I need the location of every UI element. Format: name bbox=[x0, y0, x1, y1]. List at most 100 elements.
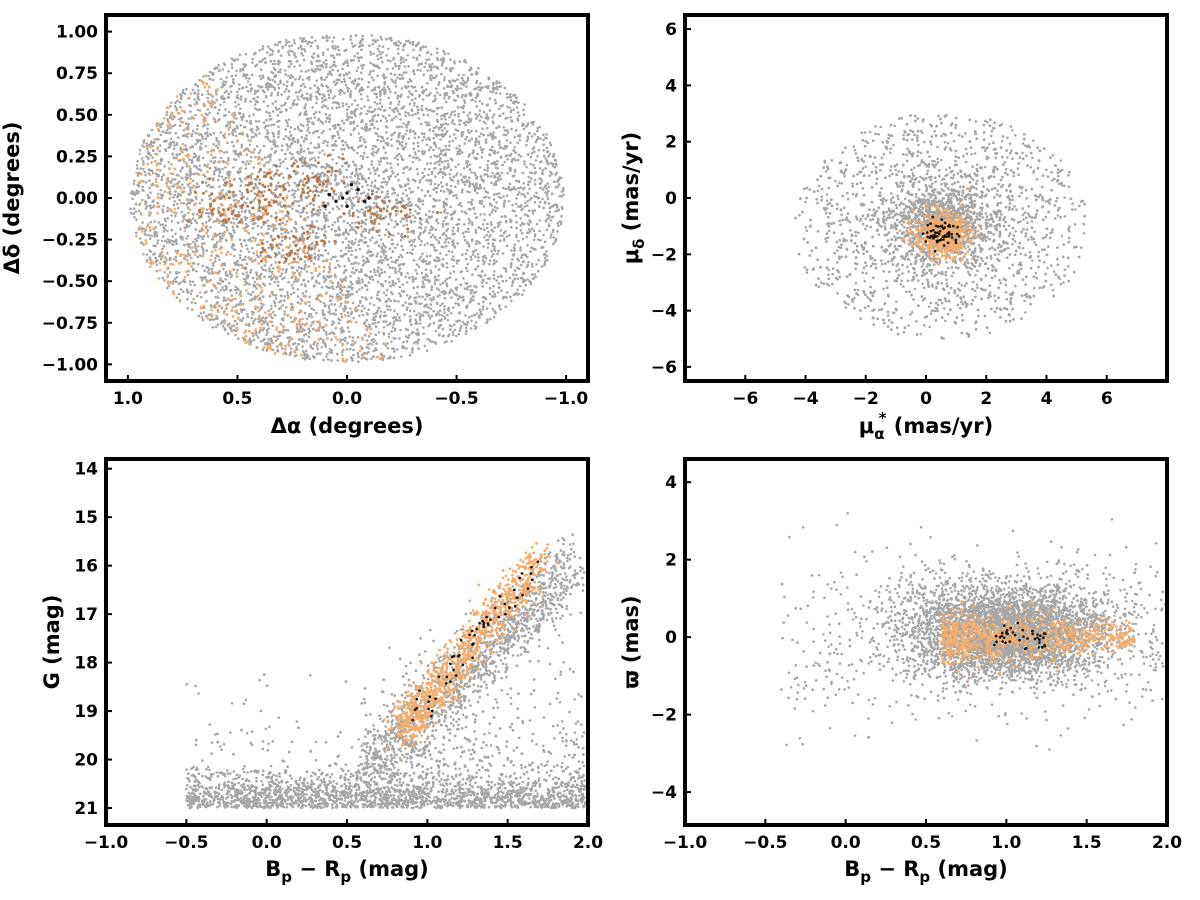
field-star-point bbox=[434, 133, 437, 136]
field-star-point bbox=[414, 209, 417, 213]
field-star-point bbox=[312, 203, 316, 207]
field-star-point bbox=[450, 296, 453, 299]
field-star-point bbox=[155, 269, 159, 273]
field-star-point bbox=[320, 165, 323, 169]
field-star-point bbox=[451, 139, 455, 143]
field-star-point bbox=[144, 181, 148, 184]
field-star-point bbox=[436, 58, 439, 62]
field-star-point bbox=[407, 137, 411, 140]
field-star-point bbox=[394, 246, 397, 250]
field-star-point bbox=[446, 313, 449, 317]
field-star-point bbox=[276, 120, 279, 123]
field-star-point bbox=[336, 123, 340, 127]
field-star-point bbox=[466, 76, 470, 80]
field-star-point bbox=[287, 231, 290, 235]
field-star-point bbox=[285, 109, 288, 112]
field-star-point bbox=[463, 287, 467, 291]
field-star-point bbox=[257, 120, 261, 123]
field-star-point bbox=[313, 39, 317, 43]
field-star-point bbox=[274, 227, 278, 230]
field-star-point bbox=[176, 221, 180, 224]
field-star-point bbox=[154, 233, 157, 236]
field-star-point bbox=[416, 108, 420, 111]
field-star-point bbox=[376, 39, 379, 42]
field-star-point bbox=[270, 278, 273, 281]
field-star-point bbox=[488, 259, 492, 262]
field-star-point bbox=[174, 249, 177, 253]
field-star-point bbox=[286, 80, 289, 83]
field-star-point bbox=[538, 229, 541, 233]
field-star-point bbox=[301, 164, 304, 168]
field-star-point bbox=[451, 229, 455, 233]
field-star-point bbox=[467, 315, 471, 319]
field-star-point bbox=[507, 200, 511, 203]
field-star-point bbox=[356, 56, 360, 59]
field-star-point bbox=[164, 149, 168, 152]
field-star-point bbox=[286, 291, 289, 294]
field-star-point bbox=[481, 296, 485, 299]
field-star-point bbox=[279, 68, 282, 71]
field-star-point bbox=[175, 296, 179, 300]
field-star-point bbox=[216, 112, 220, 115]
field-star-point bbox=[328, 120, 331, 124]
field-star-point bbox=[394, 267, 397, 270]
field-star-point bbox=[361, 255, 365, 258]
field-star-point bbox=[186, 125, 190, 128]
field-star-point bbox=[515, 226, 518, 230]
field-star-point bbox=[489, 221, 493, 224]
field-star-point bbox=[226, 332, 230, 335]
field-star-point bbox=[372, 206, 376, 209]
field-star-point bbox=[291, 188, 294, 192]
field-star-point bbox=[331, 97, 335, 100]
field-star-point bbox=[419, 302, 423, 305]
field-star-point bbox=[174, 211, 178, 215]
field-star-point bbox=[400, 245, 404, 248]
field-star-point bbox=[173, 104, 177, 108]
field-star-point bbox=[500, 171, 504, 175]
field-star-point bbox=[378, 163, 381, 166]
field-star-point bbox=[261, 58, 265, 61]
field-star-point bbox=[309, 141, 313, 145]
field-star-point bbox=[366, 251, 369, 255]
field-star-point bbox=[441, 129, 444, 132]
field-star-point bbox=[425, 262, 429, 266]
field-star-point bbox=[337, 226, 341, 229]
field-star-point bbox=[385, 156, 389, 160]
field-star-point bbox=[161, 210, 165, 214]
field-star-point bbox=[301, 322, 304, 326]
field-star-point bbox=[475, 186, 479, 189]
field-star-point bbox=[225, 171, 229, 175]
field-star-point bbox=[328, 211, 331, 214]
field-star-point bbox=[329, 182, 332, 185]
field-star-point bbox=[206, 134, 210, 138]
field-star-point bbox=[350, 187, 354, 191]
field-star-point bbox=[132, 182, 136, 186]
field-star-point bbox=[296, 60, 299, 63]
field-star-point bbox=[489, 233, 492, 237]
field-star-point bbox=[394, 269, 397, 273]
field-star-point bbox=[415, 58, 419, 61]
field-star-point bbox=[443, 279, 447, 283]
field-star-point bbox=[396, 94, 400, 98]
field-star-point bbox=[417, 149, 421, 153]
field-star-point bbox=[363, 284, 367, 287]
field-star-point bbox=[528, 187, 531, 190]
field-star-point bbox=[168, 271, 172, 274]
field-star-point bbox=[491, 137, 495, 141]
field-star-point bbox=[155, 124, 159, 128]
field-star-point bbox=[191, 88, 195, 92]
field-star-point bbox=[357, 304, 360, 308]
field-star-point bbox=[369, 270, 373, 273]
field-star-point bbox=[517, 191, 521, 194]
field-star-point bbox=[156, 192, 160, 196]
field-star-point bbox=[393, 62, 397, 66]
field-star-point bbox=[436, 186, 439, 190]
field-star-point bbox=[358, 247, 362, 251]
field-star-point bbox=[409, 251, 412, 255]
field-star-point bbox=[269, 225, 272, 228]
field-star-point bbox=[288, 145, 292, 149]
field-star-point bbox=[415, 167, 419, 171]
field-star-point bbox=[323, 226, 327, 230]
field-star-point bbox=[247, 339, 250, 343]
field-star-point bbox=[365, 127, 369, 130]
